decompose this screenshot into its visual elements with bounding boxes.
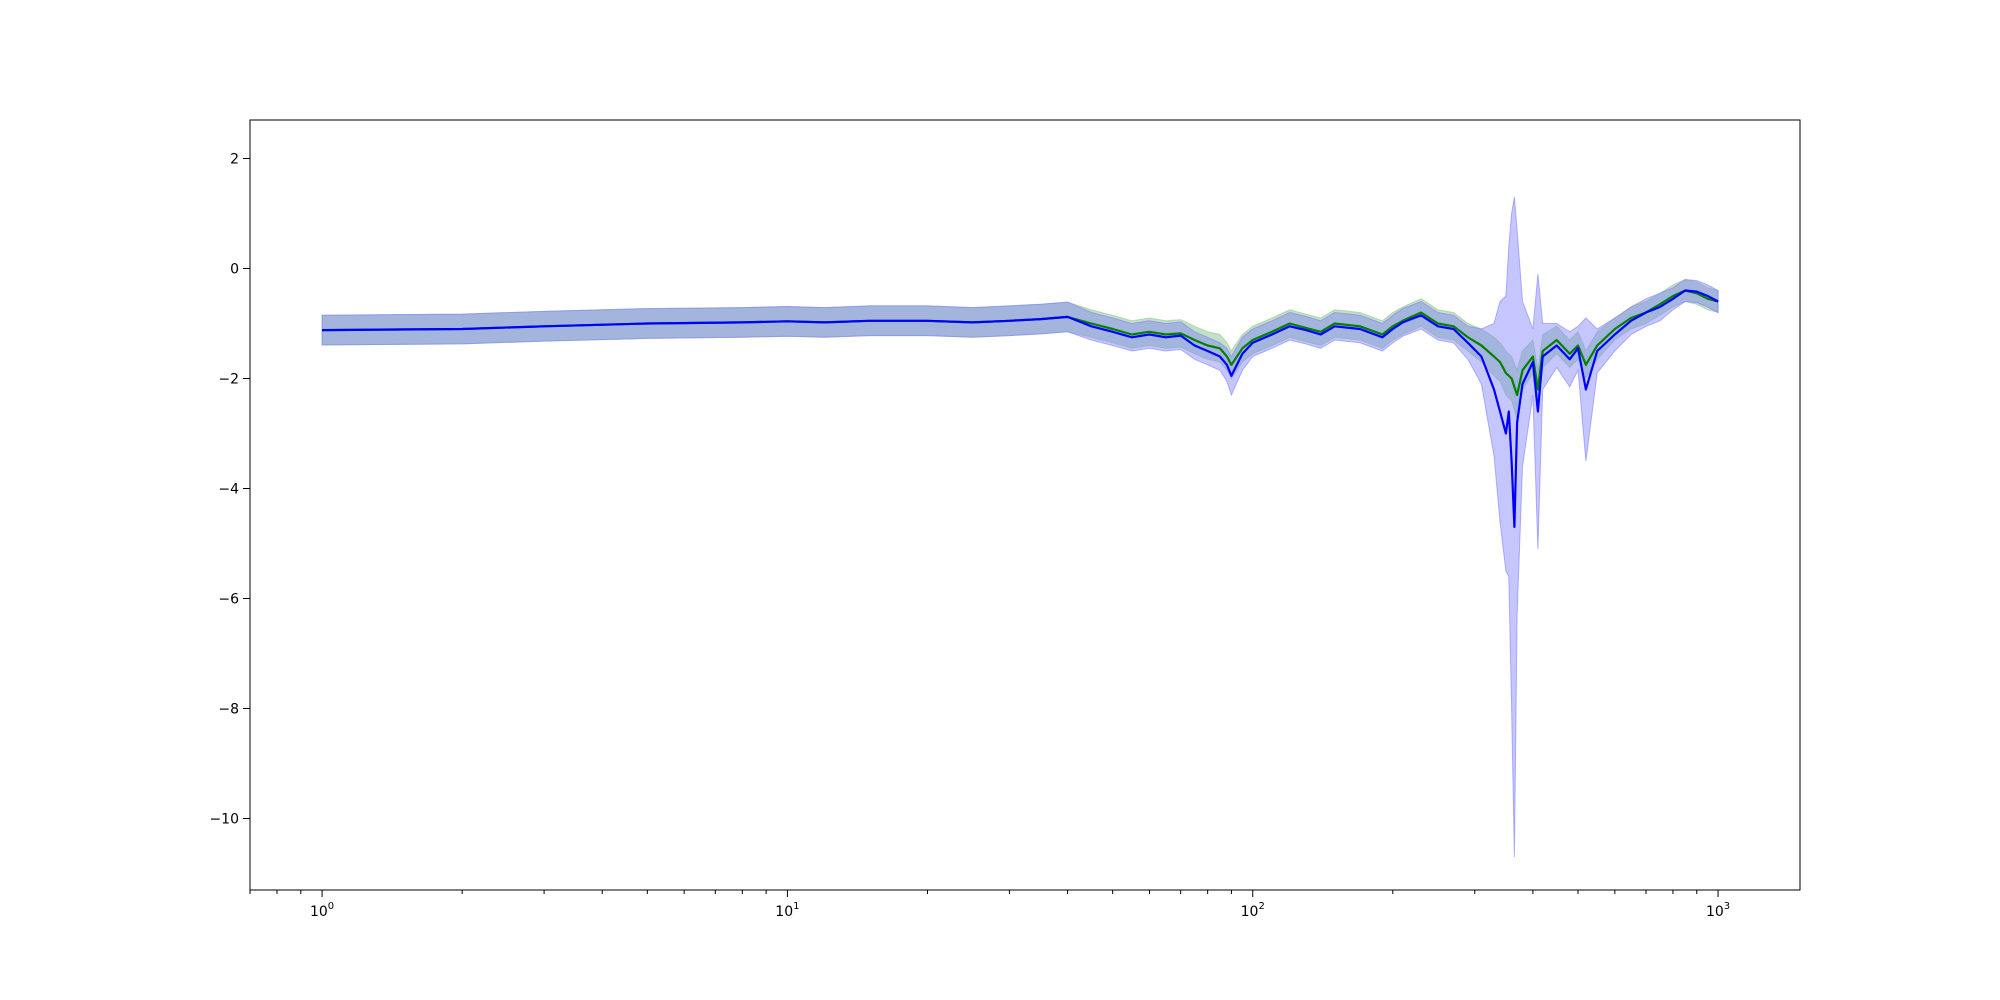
x-tick-label: 103 [1706, 901, 1730, 920]
x-axis: 100 101 102 103 [249, 890, 1730, 920]
plot-frame [249, 119, 1801, 891]
y-axis: 2 0 −2 −4 −6 −8 −10 [209, 152, 250, 828]
x-tick-label: 102 [1241, 901, 1265, 920]
uncertainty-bands [321, 196, 1719, 858]
y-tick-label: −10 [209, 812, 239, 828]
series-2-line [322, 289, 1719, 529]
y-tick-label: −6 [218, 592, 239, 608]
y-tick-label: −2 [218, 372, 239, 388]
series-2-band [321, 196, 1719, 858]
y-tick-label: −4 [218, 482, 239, 498]
x-tick-label: 101 [775, 901, 799, 920]
y-tick-label: 0 [230, 262, 239, 278]
y-tick-label: −8 [218, 702, 239, 718]
series-lines [322, 289, 1719, 529]
y-tick-label: 2 [230, 152, 239, 168]
x-tick-label: 100 [310, 901, 334, 920]
